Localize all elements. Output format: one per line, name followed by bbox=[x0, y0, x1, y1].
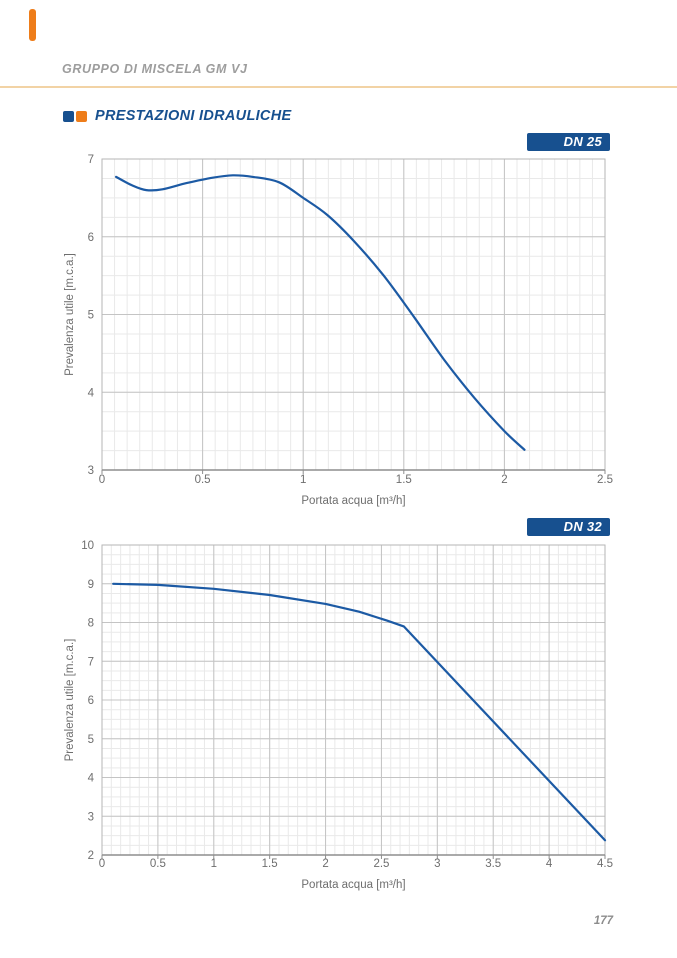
dn25-badge: DN 25 bbox=[527, 133, 610, 151]
section-title-row: PRESTAZIONI IDRAULICHE bbox=[63, 107, 291, 125]
curve-dn-25 bbox=[115, 174, 526, 451]
x-tick-label: 0 bbox=[99, 858, 105, 870]
page-number: 177 bbox=[593, 915, 613, 927]
x-tick-label: 2 bbox=[322, 858, 328, 870]
y-tick-label: 3 bbox=[88, 465, 94, 477]
axis-labels: 0 0.5 1 1.5 2 2.5 3 4 5 6 7 Portata acqua [m³/h] Pre… bbox=[64, 154, 613, 507]
header-divider bbox=[0, 86, 677, 88]
dn32-badge: DN 32 bbox=[527, 518, 610, 536]
y-tick-label: 2 bbox=[88, 850, 94, 862]
y-axis-title: Prevalenza utile [m.c.a.] bbox=[64, 639, 76, 762]
x-tick-label: 1.5 bbox=[396, 474, 412, 486]
x-tick-label: 1 bbox=[300, 474, 306, 486]
y-tick-label: 5 bbox=[88, 310, 94, 322]
y-tick-label: 4 bbox=[88, 387, 95, 399]
y-axis-title: Prevalenza utile [m.c.a.] bbox=[64, 253, 76, 376]
y-tick-label: 7 bbox=[88, 656, 94, 668]
section-title: PRESTAZIONI IDRAULICHE bbox=[95, 108, 292, 124]
page-edge-accent-bar bbox=[29, 9, 36, 41]
y-tick-label: 6 bbox=[88, 232, 94, 244]
y-tick-label: 6 bbox=[88, 695, 94, 707]
x-tick-label: 2.5 bbox=[373, 858, 389, 870]
blue-square-icon bbox=[63, 110, 74, 122]
x-tick-label: 0 bbox=[99, 474, 105, 486]
x-tick-label: 1.5 bbox=[262, 858, 278, 870]
x-tick-label: 4 bbox=[546, 858, 553, 870]
grid bbox=[101, 544, 606, 859]
x-tick-label: 4.5 bbox=[597, 858, 613, 870]
x-tick-label: 0.5 bbox=[150, 858, 166, 870]
y-tick-label: 9 bbox=[88, 579, 94, 591]
x-tick-label: 2 bbox=[501, 474, 507, 486]
curve-dn-32 bbox=[112, 582, 607, 842]
x-axis-title: Portata acqua [m³/h] bbox=[301, 879, 405, 891]
y-tick-label: 8 bbox=[88, 618, 94, 630]
grid bbox=[101, 158, 606, 474]
y-tick-label: 4 bbox=[88, 773, 95, 785]
x-tick-label: 1 bbox=[211, 858, 217, 870]
y-tick-label: 3 bbox=[88, 811, 94, 823]
x-tick-label: 3.5 bbox=[485, 858, 501, 870]
y-tick-label: 10 bbox=[81, 540, 94, 552]
x-axis-title: Portata acqua [m³/h] bbox=[301, 495, 405, 507]
orange-square-icon bbox=[76, 110, 87, 122]
page-header-title: GRUPPO DI MISCELA GM VJ bbox=[62, 62, 248, 76]
dn32-performance-chart: 0 0.5 1 1.5 2 2.5 3 3.5 4 4.5 2 3 4 5 6 7 8 9 10 Portata ac… bbox=[64, 540, 613, 891]
x-tick-label: 2.5 bbox=[597, 474, 613, 486]
x-tick-label: 3 bbox=[434, 858, 440, 870]
y-tick-label: 7 bbox=[88, 154, 94, 166]
dn25-performance-chart: 0 0.5 1 1.5 2 2.5 3 4 5 6 7 Portata acqua [m³/h] Pre… bbox=[64, 154, 613, 507]
axis-labels: 0 0.5 1 1.5 2 2.5 3 3.5 4 4.5 2 3 4 5 6 7 8 9 10 Portata ac… bbox=[64, 540, 613, 891]
x-tick-label: 0.5 bbox=[195, 474, 211, 486]
y-tick-label: 5 bbox=[88, 734, 94, 746]
